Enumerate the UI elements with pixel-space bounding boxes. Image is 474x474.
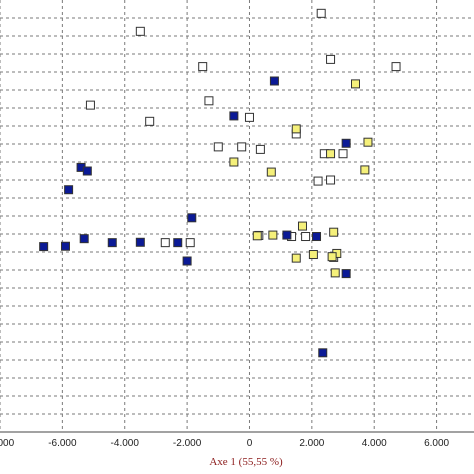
blue-square-point bbox=[64, 185, 74, 195]
blue-square-point bbox=[318, 348, 328, 358]
yellow-square-point bbox=[363, 137, 373, 147]
x-tick-label: 6.000 bbox=[424, 438, 449, 449]
white-square-point bbox=[326, 175, 336, 185]
x-axis-title: Axe 1 (55,55 %) bbox=[209, 456, 283, 468]
x-tick-label: 0 bbox=[247, 438, 253, 449]
x-tick-label: -2.000 bbox=[173, 438, 202, 449]
data-points bbox=[39, 8, 401, 358]
x-tick-label: 2.000 bbox=[299, 438, 324, 449]
blue-square-point bbox=[60, 241, 70, 251]
yellow-square-point bbox=[330, 268, 340, 278]
yellow-square-point bbox=[268, 230, 278, 240]
blue-square-point bbox=[269, 76, 279, 86]
blue-square-point bbox=[312, 232, 322, 242]
yellow-square-point bbox=[229, 157, 239, 167]
yellow-square-point bbox=[291, 124, 301, 134]
yellow-square-point bbox=[291, 253, 301, 263]
blue-square-point bbox=[229, 111, 239, 121]
white-square-point bbox=[198, 62, 208, 72]
yellow-square-point bbox=[326, 149, 336, 159]
white-square-point bbox=[255, 144, 265, 154]
x-tick-label: 4.000 bbox=[362, 438, 387, 449]
white-square-point bbox=[316, 8, 326, 18]
blue-square-point bbox=[182, 256, 192, 266]
blue-square-point bbox=[107, 238, 117, 248]
blue-square-point bbox=[39, 242, 49, 252]
yellow-square-point bbox=[266, 167, 276, 177]
blue-square-point bbox=[341, 138, 351, 148]
blue-square-point bbox=[173, 238, 183, 248]
blue-square-point bbox=[135, 237, 145, 247]
white-square-point bbox=[160, 238, 170, 248]
yellow-square-point bbox=[329, 227, 339, 237]
white-square-point bbox=[313, 176, 323, 186]
white-square-point bbox=[135, 26, 145, 36]
white-square-point bbox=[237, 142, 247, 152]
white-square-point bbox=[185, 238, 195, 248]
blue-square-point bbox=[79, 234, 89, 244]
white-square-point bbox=[85, 100, 95, 110]
white-square-point bbox=[213, 142, 223, 152]
x-tick-label: -8.000 bbox=[0, 438, 15, 449]
white-square-point bbox=[204, 96, 214, 106]
yellow-square-point bbox=[308, 250, 318, 260]
white-square-point bbox=[244, 112, 254, 122]
yellow-square-point bbox=[327, 252, 337, 262]
blue-square-point bbox=[341, 269, 351, 279]
white-square-point bbox=[338, 149, 348, 159]
yellow-square-point bbox=[360, 165, 370, 175]
x-tick-labels: -8.000 -6.000 -4.000 -2.000 0 2.000 4.000 6.000 bbox=[0, 438, 450, 449]
x-tick-label: -4.000 bbox=[111, 438, 140, 449]
white-square-point bbox=[326, 54, 336, 64]
white-square-point bbox=[301, 232, 311, 242]
blue-square-point bbox=[282, 230, 292, 240]
white-square-point bbox=[145, 116, 155, 126]
blue-square-point bbox=[82, 166, 92, 176]
yellow-square-point bbox=[252, 231, 262, 241]
grid-lines bbox=[0, 0, 474, 432]
x-tick-label: -6.000 bbox=[48, 438, 77, 449]
white-square-point bbox=[391, 62, 401, 72]
blue-square-point bbox=[187, 213, 197, 223]
yellow-square-point bbox=[351, 79, 360, 89]
yellow-square-point bbox=[297, 221, 307, 231]
